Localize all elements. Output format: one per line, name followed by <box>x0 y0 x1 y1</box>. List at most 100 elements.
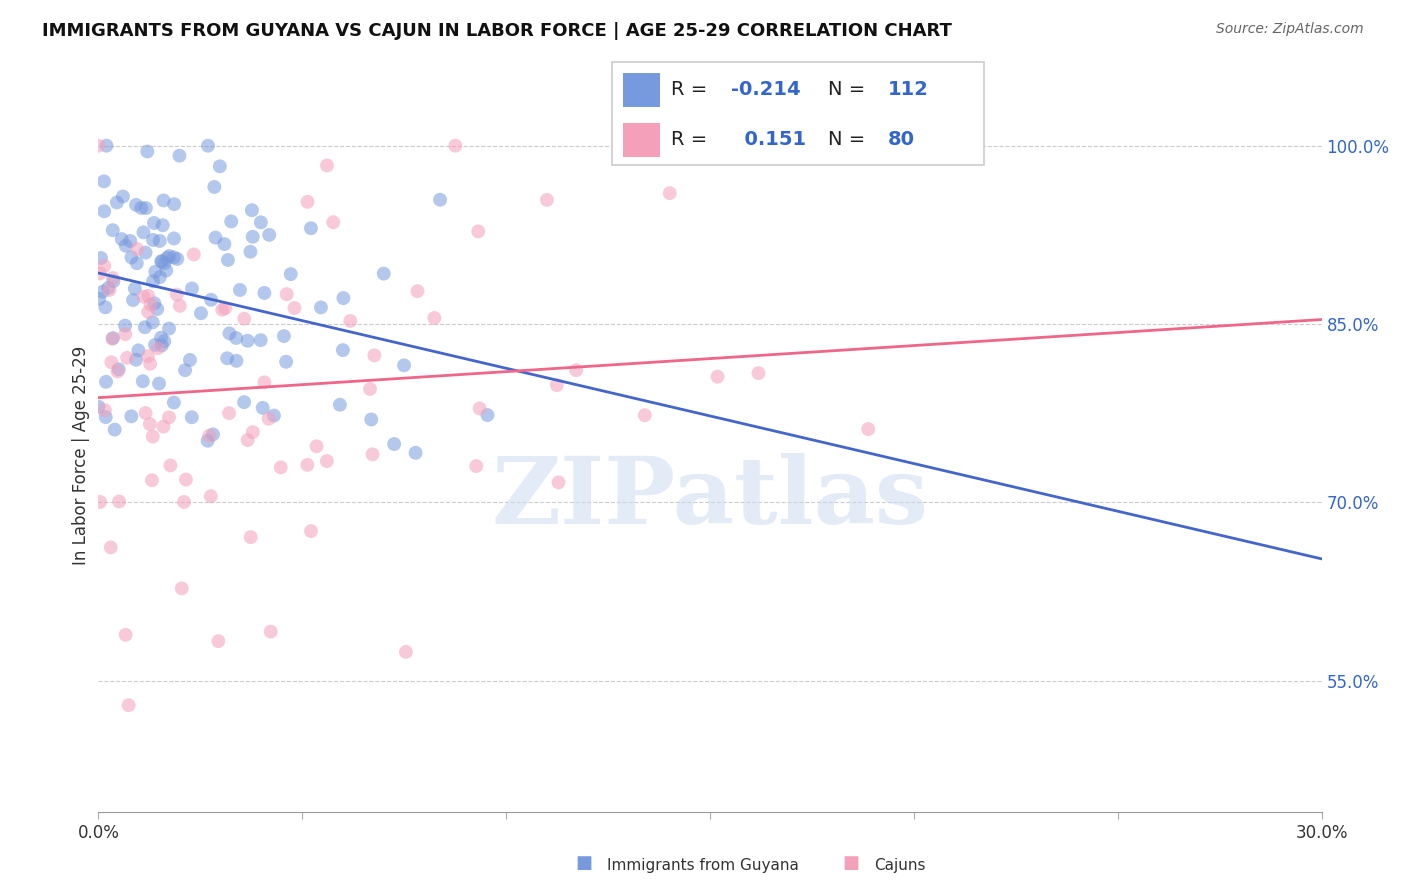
Point <box>108 494 131 508</box>
Point <box>114 327 136 342</box>
Point <box>239 530 262 544</box>
Point <box>257 227 280 242</box>
Point <box>148 376 170 391</box>
Point <box>101 332 124 346</box>
Point <box>136 289 159 303</box>
Point <box>163 231 186 245</box>
Text: ■: ■ <box>842 855 859 872</box>
Point <box>114 238 136 252</box>
Point <box>134 320 156 334</box>
Point <box>536 193 558 207</box>
Point <box>94 410 117 425</box>
Point <box>127 343 149 358</box>
Point <box>329 398 352 412</box>
Point <box>163 197 186 211</box>
Point <box>546 378 568 392</box>
Point <box>225 354 247 368</box>
Point <box>166 287 188 301</box>
Point <box>423 311 446 326</box>
Point <box>444 138 467 153</box>
Text: R =: R = <box>671 130 714 149</box>
Point <box>120 250 142 264</box>
Point <box>131 201 153 215</box>
Point <box>634 408 657 422</box>
Point <box>127 242 149 256</box>
Point <box>242 229 264 244</box>
Point <box>299 524 322 538</box>
Point <box>198 429 221 443</box>
Point <box>163 251 186 265</box>
Point <box>858 422 880 436</box>
Point <box>316 159 339 173</box>
Point <box>217 351 239 366</box>
Point <box>208 159 231 173</box>
Point <box>120 234 142 248</box>
Point <box>142 429 165 443</box>
Point <box>114 318 136 333</box>
Text: 0.151: 0.151 <box>731 130 806 149</box>
Point <box>276 355 298 369</box>
Point <box>392 359 415 373</box>
Point <box>173 495 195 509</box>
Point <box>94 375 117 389</box>
Point <box>132 225 155 239</box>
Point <box>163 395 186 409</box>
Point <box>94 301 117 315</box>
Point <box>233 311 256 326</box>
Point <box>297 194 319 209</box>
Point <box>107 364 129 378</box>
Point <box>406 284 429 298</box>
Point <box>214 237 236 252</box>
Point <box>124 282 146 296</box>
Point <box>98 283 121 297</box>
Text: Cajuns: Cajuns <box>875 858 927 872</box>
Point <box>143 338 166 352</box>
Point <box>89 267 111 281</box>
Point <box>152 194 174 208</box>
Point <box>157 249 180 263</box>
Point <box>91 285 114 299</box>
Point <box>218 326 240 341</box>
Point <box>93 204 115 219</box>
Point <box>339 314 361 328</box>
Point <box>429 193 451 207</box>
Point <box>153 334 176 348</box>
Point <box>270 460 292 475</box>
Text: ■: ■ <box>575 855 592 872</box>
Point <box>257 412 280 426</box>
Point <box>225 331 247 345</box>
Point <box>283 301 305 315</box>
Point <box>125 256 148 270</box>
Point <box>136 305 159 319</box>
Point <box>468 401 491 416</box>
Point <box>179 353 201 368</box>
Point <box>202 180 225 194</box>
Point <box>204 230 226 244</box>
Point <box>143 216 166 230</box>
Point <box>107 362 129 376</box>
Text: Immigrants from Guyana: Immigrants from Guyana <box>607 858 799 872</box>
Point <box>105 195 128 210</box>
Point <box>132 374 155 388</box>
Point <box>363 348 385 362</box>
Point <box>132 290 155 304</box>
Point <box>477 408 499 422</box>
Text: IMMIGRANTS FROM GUYANA VS CAJUN IN LABOR FORCE | AGE 25-29 CORRELATION CHART: IMMIGRANTS FROM GUYANA VS CAJUN IN LABOR… <box>42 22 952 40</box>
Point <box>373 267 395 281</box>
Point <box>159 458 181 473</box>
Point <box>239 244 262 259</box>
Bar <box>623 123 659 157</box>
Point <box>93 174 115 188</box>
Point <box>90 251 112 265</box>
Point <box>273 329 295 343</box>
Point <box>197 138 219 153</box>
Point <box>359 382 381 396</box>
Point <box>249 333 271 347</box>
Point <box>150 331 173 345</box>
Point <box>96 138 118 153</box>
Point <box>100 355 122 369</box>
FancyBboxPatch shape <box>612 62 984 165</box>
Point <box>201 427 224 442</box>
Point <box>152 219 174 233</box>
Point <box>114 628 136 642</box>
